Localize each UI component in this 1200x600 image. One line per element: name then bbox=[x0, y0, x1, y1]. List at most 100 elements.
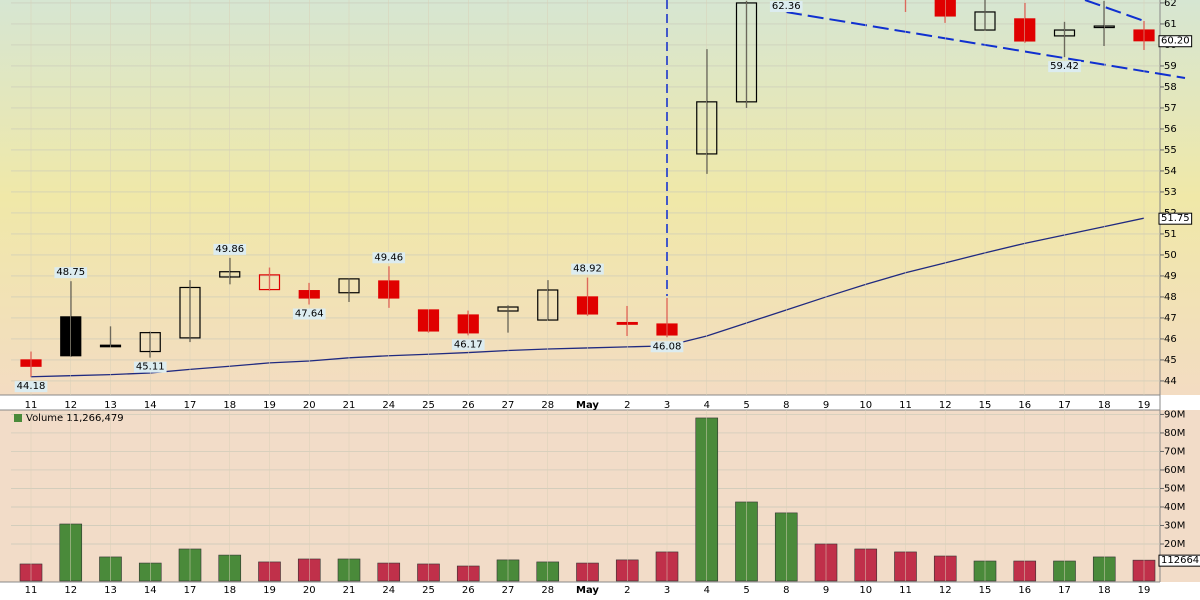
trend-line bbox=[785, 11, 1186, 79]
x-tick-label: 14 bbox=[144, 585, 157, 596]
y-tick-label: 55 bbox=[1164, 145, 1177, 156]
x-tick-label: 27 bbox=[502, 585, 515, 596]
y-tick-label: 51 bbox=[1164, 229, 1177, 240]
x-tick-label: 12 bbox=[939, 400, 952, 411]
x-tick-label: 11 bbox=[899, 400, 912, 411]
x-tick-label: 20 bbox=[303, 400, 316, 411]
y-tick-label: 46 bbox=[1164, 334, 1177, 345]
y-tick-label: 62 bbox=[1164, 0, 1177, 9]
x-tick-label: 27 bbox=[502, 400, 515, 411]
x-tick-label: 26 bbox=[462, 585, 475, 596]
y-tick-label: 54 bbox=[1164, 166, 1177, 177]
y-tick-label: 57 bbox=[1164, 103, 1177, 114]
y-tick-label: 60M bbox=[1164, 465, 1185, 476]
y-tick-label: 59 bbox=[1164, 61, 1177, 72]
x-tick-label: 9 bbox=[823, 400, 829, 411]
x-tick-label: 4 bbox=[704, 400, 710, 411]
x-tick-label: 15 bbox=[979, 585, 992, 596]
y-tick-label: 50 bbox=[1164, 250, 1177, 261]
x-tick-label: 25 bbox=[422, 400, 435, 411]
value-label: 59.42 bbox=[1050, 61, 1079, 72]
x-tick-label: 28 bbox=[541, 400, 554, 411]
trend-line bbox=[1084, 0, 1145, 22]
value-label-box bbox=[372, 252, 406, 264]
x-tick-label: 17 bbox=[1058, 400, 1071, 411]
y-tick-label: 56 bbox=[1164, 124, 1177, 135]
x-tick-label: 13 bbox=[104, 585, 117, 596]
value-label-box bbox=[769, 1, 803, 12]
value-label-box bbox=[213, 243, 247, 255]
axis-strip bbox=[0, 395, 1200, 410]
x-tick-label: 19 bbox=[263, 585, 276, 596]
last-volume-label-box bbox=[1158, 554, 1200, 567]
x-tick-label: 16 bbox=[1018, 400, 1031, 411]
value-label-box bbox=[1048, 61, 1081, 73]
value-label: 44.18 bbox=[17, 381, 46, 392]
x-tick-label: 11 bbox=[899, 585, 912, 596]
value-label-box bbox=[451, 339, 485, 351]
x-tick-label: 18 bbox=[1098, 585, 1111, 596]
y-tick-label: 80M bbox=[1164, 428, 1185, 439]
x-tick-label: 18 bbox=[1098, 400, 1111, 411]
x-tick-label: 11 bbox=[25, 585, 38, 596]
x-tick-label: 11 bbox=[25, 400, 38, 411]
value-label-box bbox=[292, 308, 326, 320]
x-tick-label: 17 bbox=[1058, 585, 1071, 596]
y-tick-label: 47 bbox=[1164, 313, 1177, 324]
y-tick-label: 20M bbox=[1164, 539, 1185, 550]
x-tick-label: 16 bbox=[1018, 585, 1031, 596]
x-tick-label: 19 bbox=[1138, 400, 1151, 411]
x-tick-label: 10 bbox=[859, 400, 872, 411]
x-tick-label: 12 bbox=[939, 585, 952, 596]
x-tick-label: 3 bbox=[664, 585, 670, 596]
x-tick-label: 15 bbox=[979, 400, 992, 411]
y-tick-label: 53 bbox=[1164, 187, 1177, 198]
y-tick-label: 48 bbox=[1164, 292, 1177, 303]
x-tick-label: 12 bbox=[64, 585, 77, 596]
x-tick-label: 14 bbox=[144, 400, 157, 411]
value-label: 48.75 bbox=[56, 267, 85, 278]
value-label-box bbox=[133, 361, 167, 373]
x-tick-label: 18 bbox=[223, 400, 236, 411]
value-label: 45.11 bbox=[136, 362, 165, 373]
x-tick-label: 17 bbox=[184, 400, 197, 411]
ma-last-label-box bbox=[1158, 212, 1193, 225]
value-label-box bbox=[650, 341, 684, 353]
last-volume-label: 11266479 bbox=[1161, 555, 1200, 566]
x-tick-label: 26 bbox=[462, 400, 475, 411]
x-tick-label: 8 bbox=[783, 400, 789, 411]
x-tick-label: 21 bbox=[343, 400, 356, 411]
x-tick-label: 5 bbox=[743, 400, 749, 411]
x-tick-label: 12 bbox=[64, 400, 77, 411]
y-tick-label: 45 bbox=[1164, 355, 1177, 366]
value-label: 47.64 bbox=[295, 308, 324, 319]
last-price-label: 60.20 bbox=[1161, 36, 1190, 47]
x-tick-label: 13 bbox=[104, 400, 117, 411]
ma-last-label: 51.75 bbox=[1161, 213, 1190, 224]
value-label: 62.36 bbox=[772, 1, 801, 12]
x-tick-label: 4 bbox=[704, 585, 710, 596]
value-label: 49.86 bbox=[215, 244, 244, 255]
x-tick-label: 5 bbox=[743, 585, 749, 596]
volume-title: Volume 11,266,479 bbox=[26, 413, 124, 424]
y-tick-label: 44 bbox=[1164, 376, 1177, 387]
value-label-box bbox=[14, 381, 48, 393]
value-label: 46.17 bbox=[454, 339, 483, 350]
x-tick-label: 24 bbox=[382, 585, 395, 596]
y-tick-label: 30M bbox=[1164, 520, 1185, 531]
volume-icon bbox=[14, 414, 22, 422]
y-tick-label: 50M bbox=[1164, 483, 1185, 494]
x-tick-label: 17 bbox=[184, 585, 197, 596]
x-tick-label: 25 bbox=[422, 585, 435, 596]
x-tick-label: 9 bbox=[823, 585, 829, 596]
x-tick-label: 10 bbox=[859, 585, 872, 596]
x-tick-label: 20 bbox=[303, 585, 316, 596]
y-tick-label: 58 bbox=[1164, 82, 1177, 93]
y-tick-label: 40M bbox=[1164, 502, 1185, 513]
x-tick-label: 18 bbox=[223, 585, 236, 596]
x-tick-label: 8 bbox=[783, 585, 789, 596]
x-tick-label: 21 bbox=[343, 585, 356, 596]
x-tick-label: 28 bbox=[541, 585, 554, 596]
value-label-box bbox=[54, 267, 88, 279]
